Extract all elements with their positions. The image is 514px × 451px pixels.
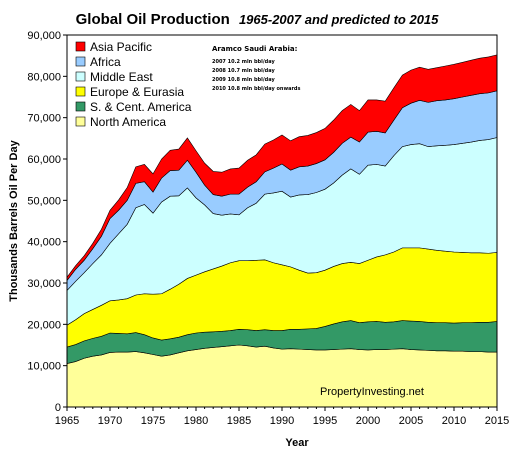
y-tick-label: 30,000 <box>27 278 61 290</box>
watermark-text: PropertyInvesting.net <box>320 386 424 398</box>
y-tick-label: 10,000 <box>27 361 61 373</box>
y-tick-label: 60,000 <box>27 154 61 166</box>
x-tick-label: 1975 <box>141 415 165 427</box>
x-tick-label: 1990 <box>270 415 294 427</box>
x-tick-label: 1970 <box>98 415 122 427</box>
aramco-annotation: Aramco Saudi Arabia: 2007 10.2 mln bbl/d… <box>212 45 300 92</box>
y-tick-label: 20,000 <box>27 319 61 331</box>
legend-label: Asia Pacific <box>90 40 152 54</box>
legend-label: Africa <box>90 55 121 69</box>
legend-swatch <box>75 116 86 127</box>
x-tick-label: 1995 <box>313 415 337 427</box>
legend-label: Europe & Eurasia <box>90 85 184 99</box>
annotation-title: Aramco Saudi Arabia: <box>212 45 298 53</box>
legend-swatch <box>75 41 86 52</box>
annotation-line: 2007 10.2 mln bbl/day <box>212 59 275 65</box>
area-series-layer <box>66 54 498 408</box>
y-tick-label: 90,000 <box>27 30 61 42</box>
x-tick-label: 1985 <box>227 415 251 427</box>
y-axis: 0 10,000 20,000 30,000 40,000 50,000 60,000 70,… <box>27 30 67 414</box>
area-north-america <box>66 344 498 408</box>
annotation-line: 2009 10.8 mln bbl/day <box>212 77 275 83</box>
y-tick-label: 80,000 <box>27 71 61 83</box>
chart-title-main: Global Oil Production <box>76 11 230 28</box>
y-tick-label: 50,000 <box>27 195 61 207</box>
legend-swatch <box>75 71 86 82</box>
y-tick-label: 0 <box>55 402 61 414</box>
legend-swatch <box>75 101 86 112</box>
x-tick-label: 2000 <box>356 415 380 427</box>
annotation-line: 2008 10.7 mln bbl/day <box>212 68 275 74</box>
x-tick-label: 1980 <box>184 415 208 427</box>
y-tick-label: 40,000 <box>27 237 61 249</box>
annotation-line: 2010 10.8 mln bbl/day onwards <box>212 86 300 92</box>
x-axis-title: Year <box>285 437 309 449</box>
y-axis-title: Thousands Barrels Oil Per Day <box>8 139 20 301</box>
legend-label: S. & Cent. America <box>90 100 192 114</box>
y-tick-label: 70,000 <box>27 113 61 125</box>
legend-label: Middle East <box>90 70 153 84</box>
x-tick-label: 1965 <box>55 415 79 427</box>
x-tick-label: 2005 <box>399 415 423 427</box>
legend-swatch <box>75 86 86 97</box>
x-tick-label: 2015 <box>485 415 509 427</box>
legend-label: North America <box>90 115 166 129</box>
x-tick-label: 2010 <box>442 415 466 427</box>
x-axis: 1965 1970 1975 1980 1985 1990 1995 2000 2005 2010… <box>55 407 509 427</box>
chart-title: Global Oil Production 1965-2007 and pred… <box>76 11 440 28</box>
chart-title-suffix: 1965-2007 and predicted to 2015 <box>239 12 439 27</box>
legend-swatch <box>75 56 86 67</box>
